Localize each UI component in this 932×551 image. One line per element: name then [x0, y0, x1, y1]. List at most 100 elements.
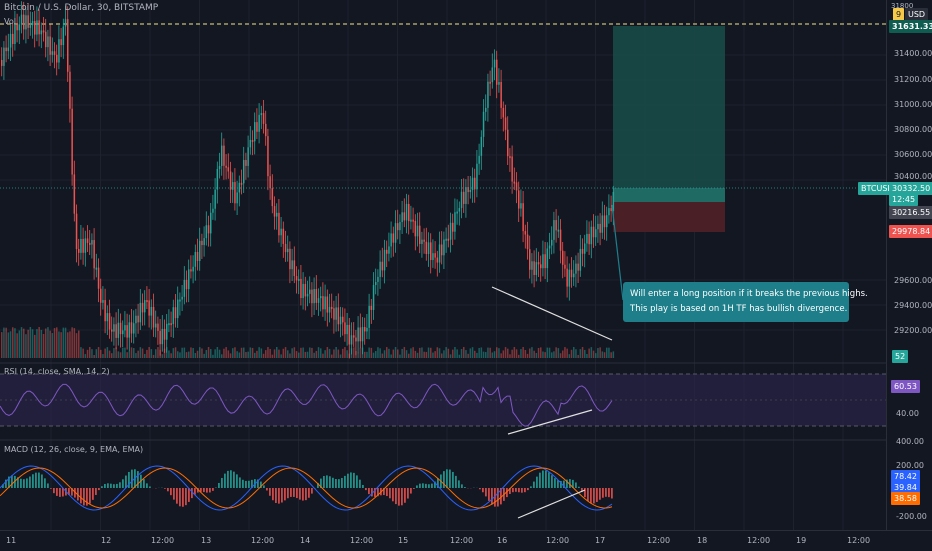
volume-bar [45, 329, 47, 358]
candle-body [412, 220, 414, 222]
rsi-indicator-label[interactable]: RSI (14, close, SMA, 14, 2) [4, 367, 110, 376]
candle-body [410, 220, 412, 222]
candle-body [203, 238, 205, 245]
candle-body [36, 20, 38, 34]
candle-body [536, 262, 538, 275]
volume-bar [177, 351, 179, 358]
volume-bar [494, 351, 496, 358]
candle-body [85, 238, 87, 252]
macd-histogram-bar [368, 488, 370, 494]
take-profit-zone-edge [613, 188, 725, 202]
volume-bar [327, 347, 329, 358]
candle-body [219, 166, 221, 169]
candle-body [368, 306, 370, 328]
candle-body [379, 262, 381, 277]
macd-histogram-bar [131, 470, 133, 488]
trade-idea-note[interactable]: Will enter a long position if it breaks … [623, 282, 849, 322]
volume-bar [170, 353, 172, 358]
volume-bar [430, 348, 432, 358]
candle-body [553, 220, 555, 240]
macd-tick: -200.00 [896, 512, 927, 521]
volume-bar [481, 347, 483, 358]
volume-bar [421, 347, 423, 358]
volume-bar [153, 355, 155, 358]
volume-bar [467, 354, 469, 358]
volume-bar [236, 351, 238, 358]
candle-body [364, 327, 366, 331]
macd-indicator-label[interactable]: MACD (12, 26, close, 9, EMA, EMA) [4, 445, 143, 454]
volume-bar [60, 332, 62, 358]
volume-bar [507, 349, 509, 358]
candle-body [404, 212, 406, 220]
volume-bar [393, 350, 395, 358]
volume-indicator-label[interactable]: Vol [4, 17, 16, 26]
candle-body [487, 82, 489, 108]
volume-bar [529, 348, 531, 358]
candle-body [258, 115, 260, 132]
macd-histogram-bar [548, 472, 550, 488]
time-tick: 12:00 [546, 536, 569, 545]
price-tick: 31200.00 [894, 75, 932, 84]
candle-body [65, 19, 67, 26]
volume-bar [254, 353, 256, 358]
volume-bar [93, 355, 95, 358]
volume-bar [549, 348, 551, 358]
volume-bar [173, 348, 175, 358]
macd-histogram-bar [365, 488, 367, 490]
candle-body [283, 229, 285, 244]
volume-bar [214, 349, 216, 358]
time-tick: 13 [201, 536, 211, 545]
volume-bar [102, 354, 104, 358]
volume-bar [285, 347, 287, 358]
candle-body [133, 323, 135, 333]
symbol-title[interactable]: Bitcoin / U.S. Dollar, 30, BITSTAMP [4, 3, 158, 13]
note-line-1: Will enter a long position if it breaks … [630, 287, 842, 302]
volume-bar [410, 348, 412, 358]
macd-histogram-bar [107, 483, 109, 488]
candle-body [571, 270, 573, 278]
candle-body [195, 252, 197, 267]
volume-bar [408, 354, 410, 358]
macd-histogram-bar [296, 488, 298, 498]
volume-bar [109, 351, 111, 358]
candle-body [342, 317, 344, 323]
volume-bar [144, 354, 146, 358]
macd-histogram-bar [137, 471, 139, 488]
macd-histogram-bar [575, 482, 577, 488]
candle-body [137, 316, 139, 323]
candle-body [71, 109, 73, 175]
volume-bar [140, 347, 142, 358]
candle-body [25, 15, 27, 29]
volume-bar [377, 347, 379, 358]
candle-body [430, 242, 432, 260]
macd-histogram-bar [461, 484, 463, 488]
candle-body [355, 338, 357, 342]
candle-body [34, 21, 36, 35]
macd-tick: 200.00 [896, 461, 924, 470]
candle-body [608, 208, 610, 215]
volume-bar [355, 351, 357, 358]
candle-body [415, 221, 417, 236]
macd-histogram-bar [485, 488, 487, 496]
candle-body [388, 246, 390, 253]
volume-bar [111, 353, 113, 358]
candle-body [245, 160, 247, 166]
macd-histogram-bar [332, 478, 334, 488]
volume-bar [283, 349, 285, 358]
candle-body [27, 15, 29, 28]
volume-bar [8, 332, 10, 358]
candle-body [399, 222, 401, 230]
candle-body [69, 72, 71, 109]
candle-body [560, 230, 562, 251]
volume-bar [131, 347, 133, 358]
candle-body [591, 227, 593, 244]
candle-body [276, 213, 278, 217]
volume-bar [30, 327, 32, 358]
candle-body [76, 214, 78, 249]
volume-bar [69, 331, 71, 358]
candle-body [184, 280, 186, 297]
candle-body [452, 223, 454, 232]
volume-bar [155, 349, 157, 358]
candle-body [573, 274, 575, 278]
candle-body [192, 267, 194, 272]
